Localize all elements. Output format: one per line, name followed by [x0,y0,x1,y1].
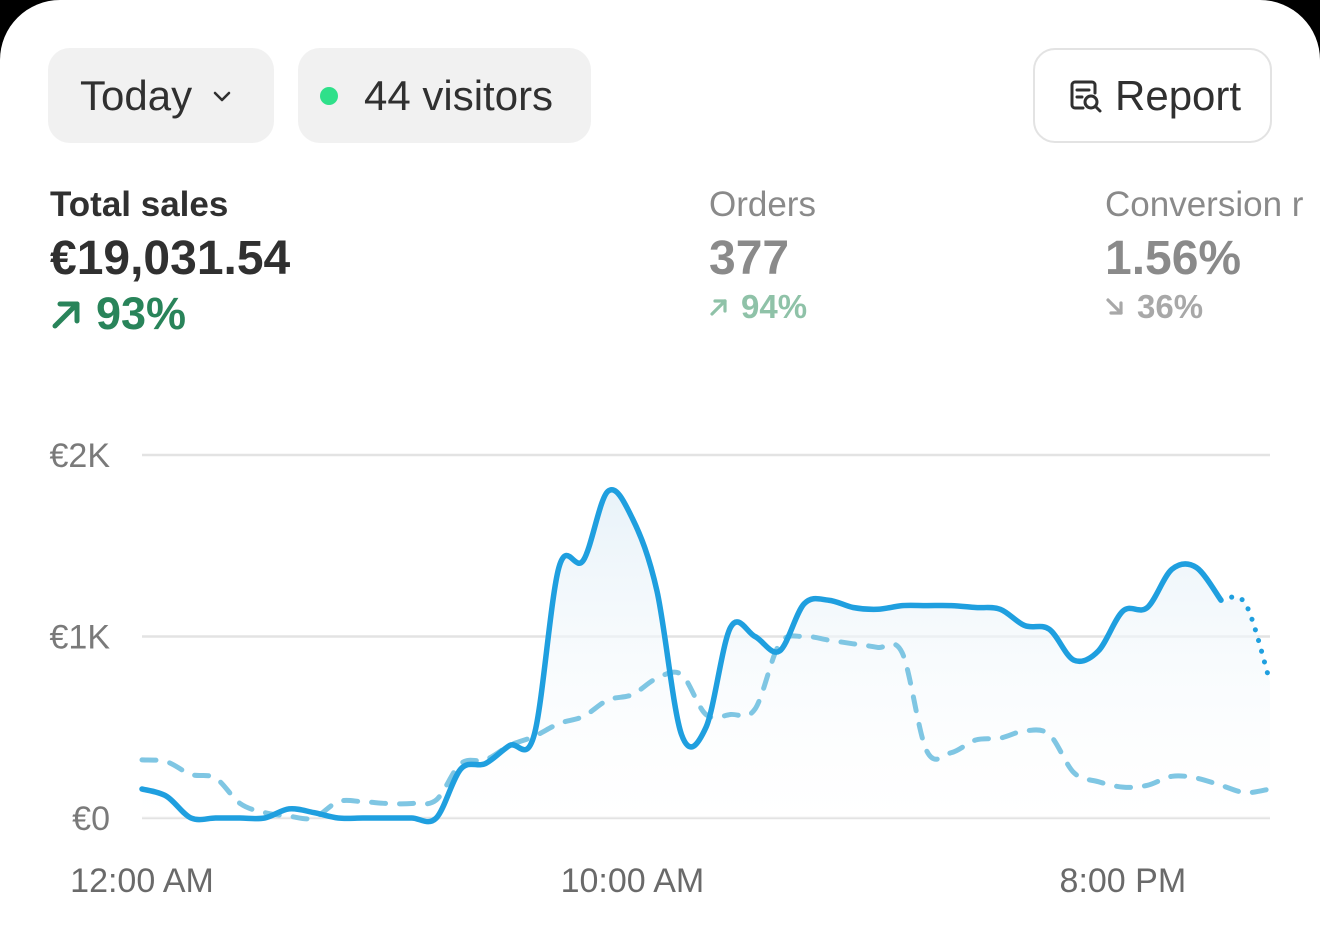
metric-orders[interactable]: Orders 377 94% [709,184,816,326]
metric-conversion-rate[interactable]: Conversion r 1.56% 36% [1105,184,1303,326]
y-tick-label: €0 [72,800,110,838]
metric-label: Total sales [50,185,229,224]
report-icon [1070,80,1102,112]
metric-value: 377 [709,232,790,285]
arrow-up-right-icon [710,299,727,316]
report-button[interactable]: Report [1033,48,1272,143]
metric-value: €19,031.54 [50,232,291,285]
metric-value: 1.56% [1105,232,1242,285]
y-tick-label: €1K [50,619,111,657]
x-tick-label: 12:00 AM [70,862,214,900]
date-range-label: Today [80,71,193,119]
y-tick-label: €2K [50,437,111,475]
sales-line-chart: €0 €1K €2K 12:00 AM 10:00 AM 8:00 PM [50,437,1273,900]
live-visitors-button[interactable]: 44 visitors [298,48,591,143]
metric-change: 94% [709,288,816,326]
metric-label: Orders [709,185,816,224]
series-line-current [139,487,1224,825]
live-visitors-label: 44 visitors [364,71,554,119]
date-range-button[interactable]: Today [48,48,274,143]
x-tick-label: 8:00 PM [1060,862,1187,900]
metric-label: Conversion r [1105,185,1304,224]
metric-total-sales[interactable]: Total sales €19,031.54 93% [50,184,290,340]
metric-change-value: 93% [96,288,187,339]
x-tick-label: 10:00 AM [561,862,705,900]
arrow-up-right-icon [52,301,80,329]
metric-change-value: 94% [741,288,808,325]
live-status-dot [320,86,338,105]
metric-change: 36% [1105,288,1303,326]
arrow-down-right-icon [1106,298,1123,315]
report-label: Report [1115,71,1242,119]
metric-change: 93% [50,288,290,340]
metric-change-value: 36% [1137,288,1204,325]
series-area [142,489,1270,822]
chevron-down-icon [213,91,231,101]
